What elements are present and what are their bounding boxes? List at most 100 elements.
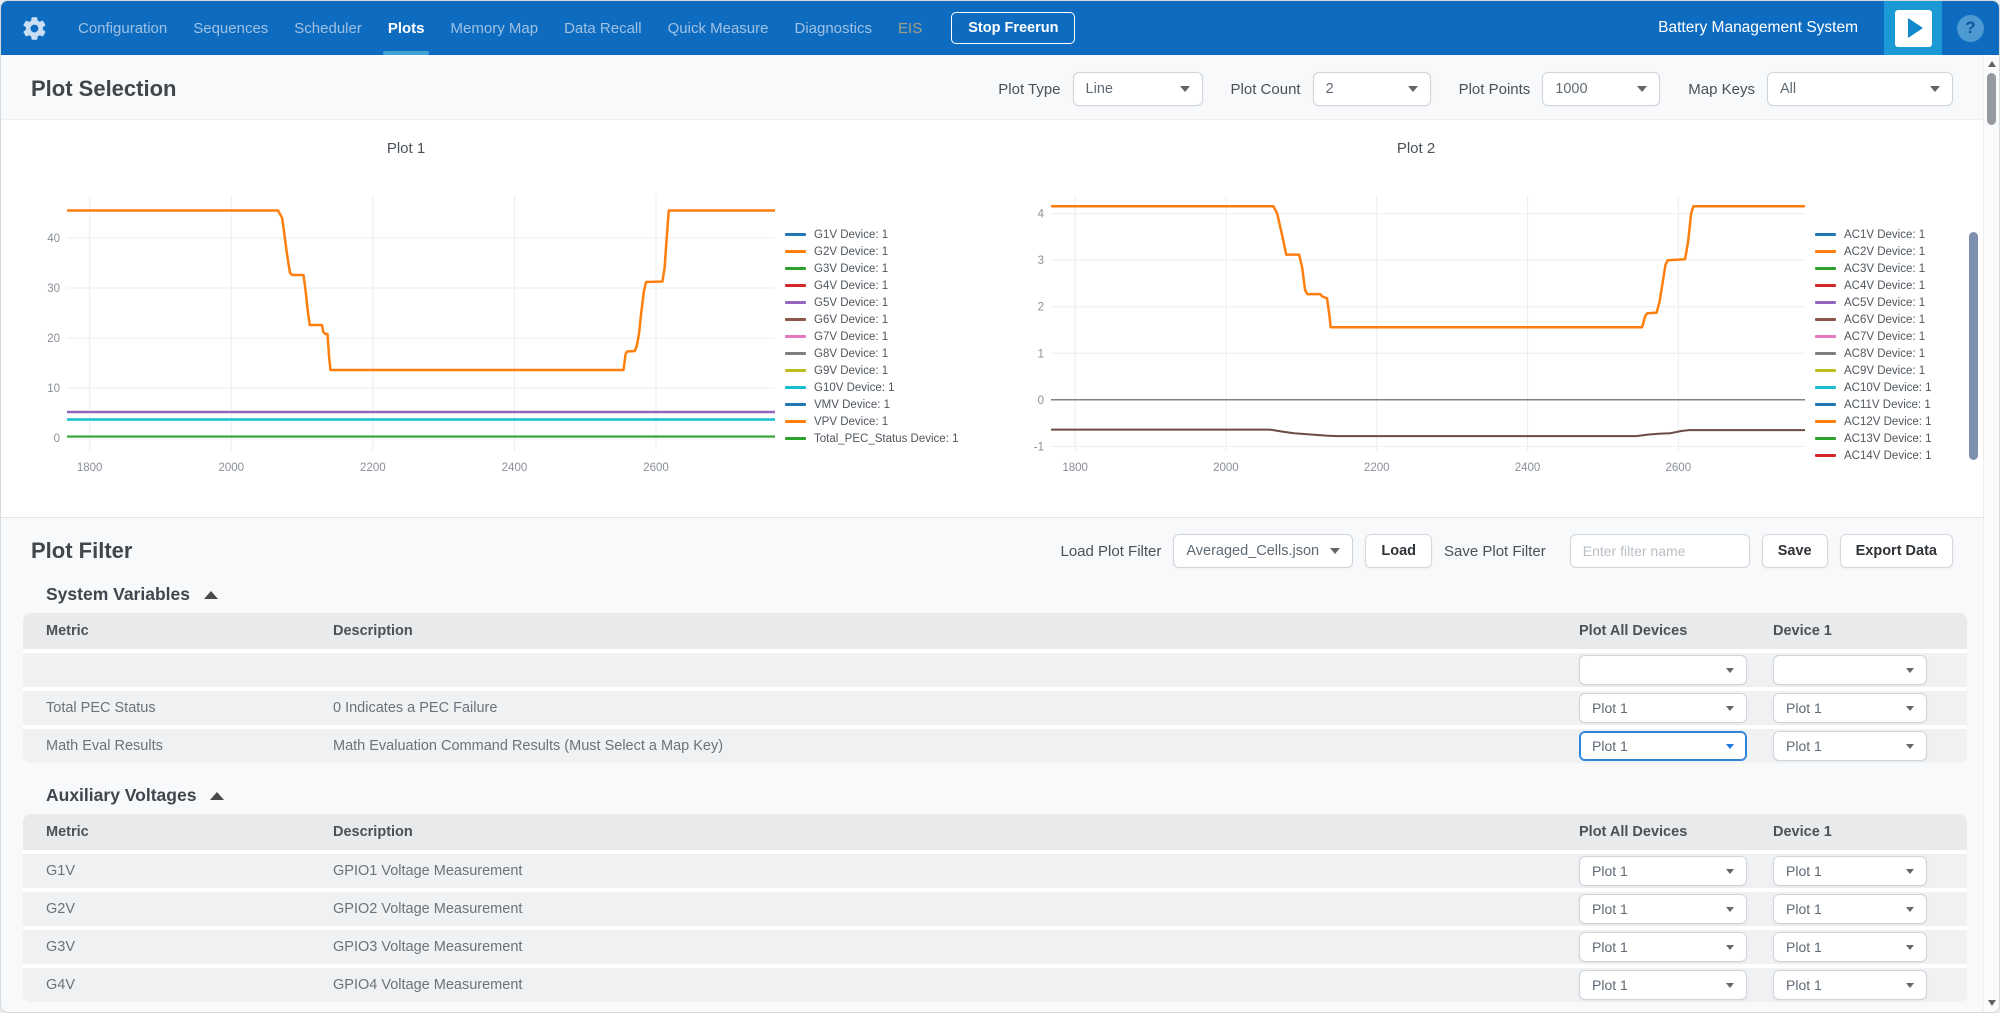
series-color-swatch xyxy=(785,369,806,372)
legend-item[interactable]: AC9V Device: 1 xyxy=(1815,362,1932,379)
map-keys-select[interactable]: All xyxy=(1767,72,1953,106)
legend-item[interactable]: G10V Device: 1 xyxy=(785,379,958,396)
series-color-swatch xyxy=(785,420,806,423)
series-color-swatch xyxy=(1815,301,1836,304)
legend-item[interactable]: AC14V Device: 1 xyxy=(1815,447,1932,464)
scroll-down-icon[interactable] xyxy=(1988,1000,1996,1006)
load-button[interactable]: Load xyxy=(1365,534,1432,568)
table-header-row: Metric Description Plot All Devices Devi… xyxy=(23,613,1967,649)
plot-all-select[interactable]: Plot 1 xyxy=(1579,970,1747,1000)
chevron-down-icon xyxy=(1906,706,1914,711)
nav-item-sequences[interactable]: Sequences xyxy=(193,1,268,55)
legend-item[interactable]: G2V Device: 1 xyxy=(785,243,958,260)
svg-text:1: 1 xyxy=(1038,348,1044,360)
legend-item[interactable]: AC5V Device: 1 xyxy=(1815,294,1932,311)
control-label: Plot Count xyxy=(1231,81,1301,98)
legend-item[interactable]: AC6V Device: 1 xyxy=(1815,311,1932,328)
svg-text:1800: 1800 xyxy=(77,462,103,474)
device1-select[interactable]: Plot 1 xyxy=(1773,932,1927,962)
plot-all-select[interactable]: Plot 1 xyxy=(1579,894,1747,924)
nav-item-quick-measure[interactable]: Quick Measure xyxy=(668,1,769,55)
legend-item[interactable]: AC1V Device: 1 xyxy=(1815,226,1932,243)
system-variables-table: Metric Description Plot All Devices Devi… xyxy=(23,613,1967,763)
legend-item[interactable]: AC4V Device: 1 xyxy=(1815,277,1932,294)
nav-item-memory-map[interactable]: Memory Map xyxy=(451,1,539,55)
series-color-swatch xyxy=(1815,284,1836,287)
metric-cell: Total PEC Status xyxy=(46,700,333,716)
legend-item[interactable]: G6V Device: 1 xyxy=(785,311,958,328)
legend-item[interactable]: AC7V Device: 1 xyxy=(1815,328,1932,345)
scroll-up-icon[interactable] xyxy=(1988,61,1996,67)
plot2-title: Plot 2 xyxy=(1021,140,1811,157)
nav-item-diagnostics[interactable]: Diagnostics xyxy=(794,1,872,55)
legend-item[interactable]: AC13V Device: 1 xyxy=(1815,430,1932,447)
page-scrollbar[interactable] xyxy=(1983,55,1999,1012)
series-color-swatch xyxy=(1815,386,1836,389)
control-label: Plot Type xyxy=(998,81,1060,98)
legend-item[interactable]: G8V Device: 1 xyxy=(785,345,958,362)
legend-item[interactable]: VMV Device: 1 xyxy=(785,396,958,413)
nav-item-eis[interactable]: EIS xyxy=(898,1,922,55)
legend-item[interactable]: G7V Device: 1 xyxy=(785,328,958,345)
legend-item[interactable]: G1V Device: 1 xyxy=(785,226,958,243)
plots-panel: Plot 1 18002000220024002600010203040 G1V… xyxy=(1,119,1999,518)
legend-item[interactable]: G3V Device: 1 xyxy=(785,260,958,277)
legend-item[interactable]: AC8V Device: 1 xyxy=(1815,345,1932,362)
system-variables-collapse[interactable]: System Variables xyxy=(46,584,1999,605)
device1-select[interactable] xyxy=(1773,655,1927,685)
auxiliary-voltages-table: Metric Description Plot All Devices Devi… xyxy=(23,814,1967,1002)
legend-item[interactable]: G9V Device: 1 xyxy=(785,362,958,379)
play-button[interactable] xyxy=(1884,1,1942,55)
svg-text:40: 40 xyxy=(47,233,60,245)
table-row xyxy=(23,649,1967,687)
legend-item[interactable]: VPV Device: 1 xyxy=(785,413,958,430)
metric-cell: G3V xyxy=(46,939,333,955)
gear-icon-glyph xyxy=(21,15,48,42)
legend-item[interactable]: AC3V Device: 1 xyxy=(1815,260,1932,277)
scrollbar-thumb[interactable] xyxy=(1987,73,1996,125)
plot-all-select[interactable]: Plot 1 xyxy=(1579,932,1747,962)
svg-text:2400: 2400 xyxy=(1515,462,1541,474)
filter-name-input[interactable] xyxy=(1570,534,1750,568)
legend-item[interactable]: AC12V Device: 1 xyxy=(1815,413,1932,430)
nav-item-data-recall[interactable]: Data Recall xyxy=(564,1,642,55)
plot1-block: Plot 1 18002000220024002600010203040 G1V… xyxy=(31,134,1021,483)
legend-item[interactable]: G5V Device: 1 xyxy=(785,294,958,311)
plot-all-select[interactable] xyxy=(1579,655,1747,685)
plot-all-select[interactable]: Plot 1 xyxy=(1579,856,1747,886)
nav-item-configuration[interactable]: Configuration xyxy=(78,1,167,55)
save-button[interactable]: Save xyxy=(1762,534,1828,568)
stop-freerun-button[interactable]: Stop Freerun xyxy=(951,12,1075,44)
navbar-right: Battery Management System ? xyxy=(1658,1,1999,55)
device1-select[interactable]: Plot 1 xyxy=(1773,970,1927,1000)
legend-item[interactable]: Total_PEC_Status Device: 1 xyxy=(785,430,958,447)
load-filter-select[interactable]: Averaged_Cells.json xyxy=(1173,534,1353,568)
main-navigation: Configuration Sequences Scheduler Plots Memo… xyxy=(65,1,1075,55)
nav-item-scheduler[interactable]: Scheduler xyxy=(294,1,362,55)
legend-item[interactable]: AC11V Device: 1 xyxy=(1815,396,1932,413)
export-data-button[interactable]: Export Data xyxy=(1840,534,1953,568)
plot-count-select[interactable]: 2 xyxy=(1313,72,1431,106)
legend-item[interactable]: AC2V Device: 1 xyxy=(1815,243,1932,260)
legend-item[interactable]: G4V Device: 1 xyxy=(785,277,958,294)
series-color-swatch xyxy=(785,335,806,338)
series-color-swatch xyxy=(785,233,806,236)
device1-select[interactable]: Plot 1 xyxy=(1773,731,1927,761)
plot-all-select[interactable]: Plot 1 xyxy=(1579,693,1747,723)
device1-select[interactable]: Plot 1 xyxy=(1773,894,1927,924)
help-icon[interactable]: ? xyxy=(1957,15,1984,42)
plot-all-select[interactable]: Plot 1 xyxy=(1579,731,1747,761)
svg-text:2: 2 xyxy=(1038,302,1044,314)
nav-item-plots[interactable]: Plots xyxy=(388,1,425,55)
gear-icon[interactable] xyxy=(19,13,49,43)
legend-scrollbar-thumb[interactable] xyxy=(1969,232,1978,460)
plot-type-select[interactable]: Line xyxy=(1073,72,1203,106)
plot-points-select[interactable]: 1000 xyxy=(1542,72,1660,106)
plot-selection-title: Plot Selection xyxy=(31,76,176,102)
auxiliary-voltages-collapse[interactable]: Auxiliary Voltages xyxy=(46,785,1999,806)
device1-select[interactable]: Plot 1 xyxy=(1773,856,1927,886)
legend-item[interactable]: AC10V Device: 1 xyxy=(1815,379,1932,396)
chevron-down-icon xyxy=(1726,907,1734,912)
device1-select[interactable]: Plot 1 xyxy=(1773,693,1927,723)
series-color-swatch xyxy=(785,250,806,253)
